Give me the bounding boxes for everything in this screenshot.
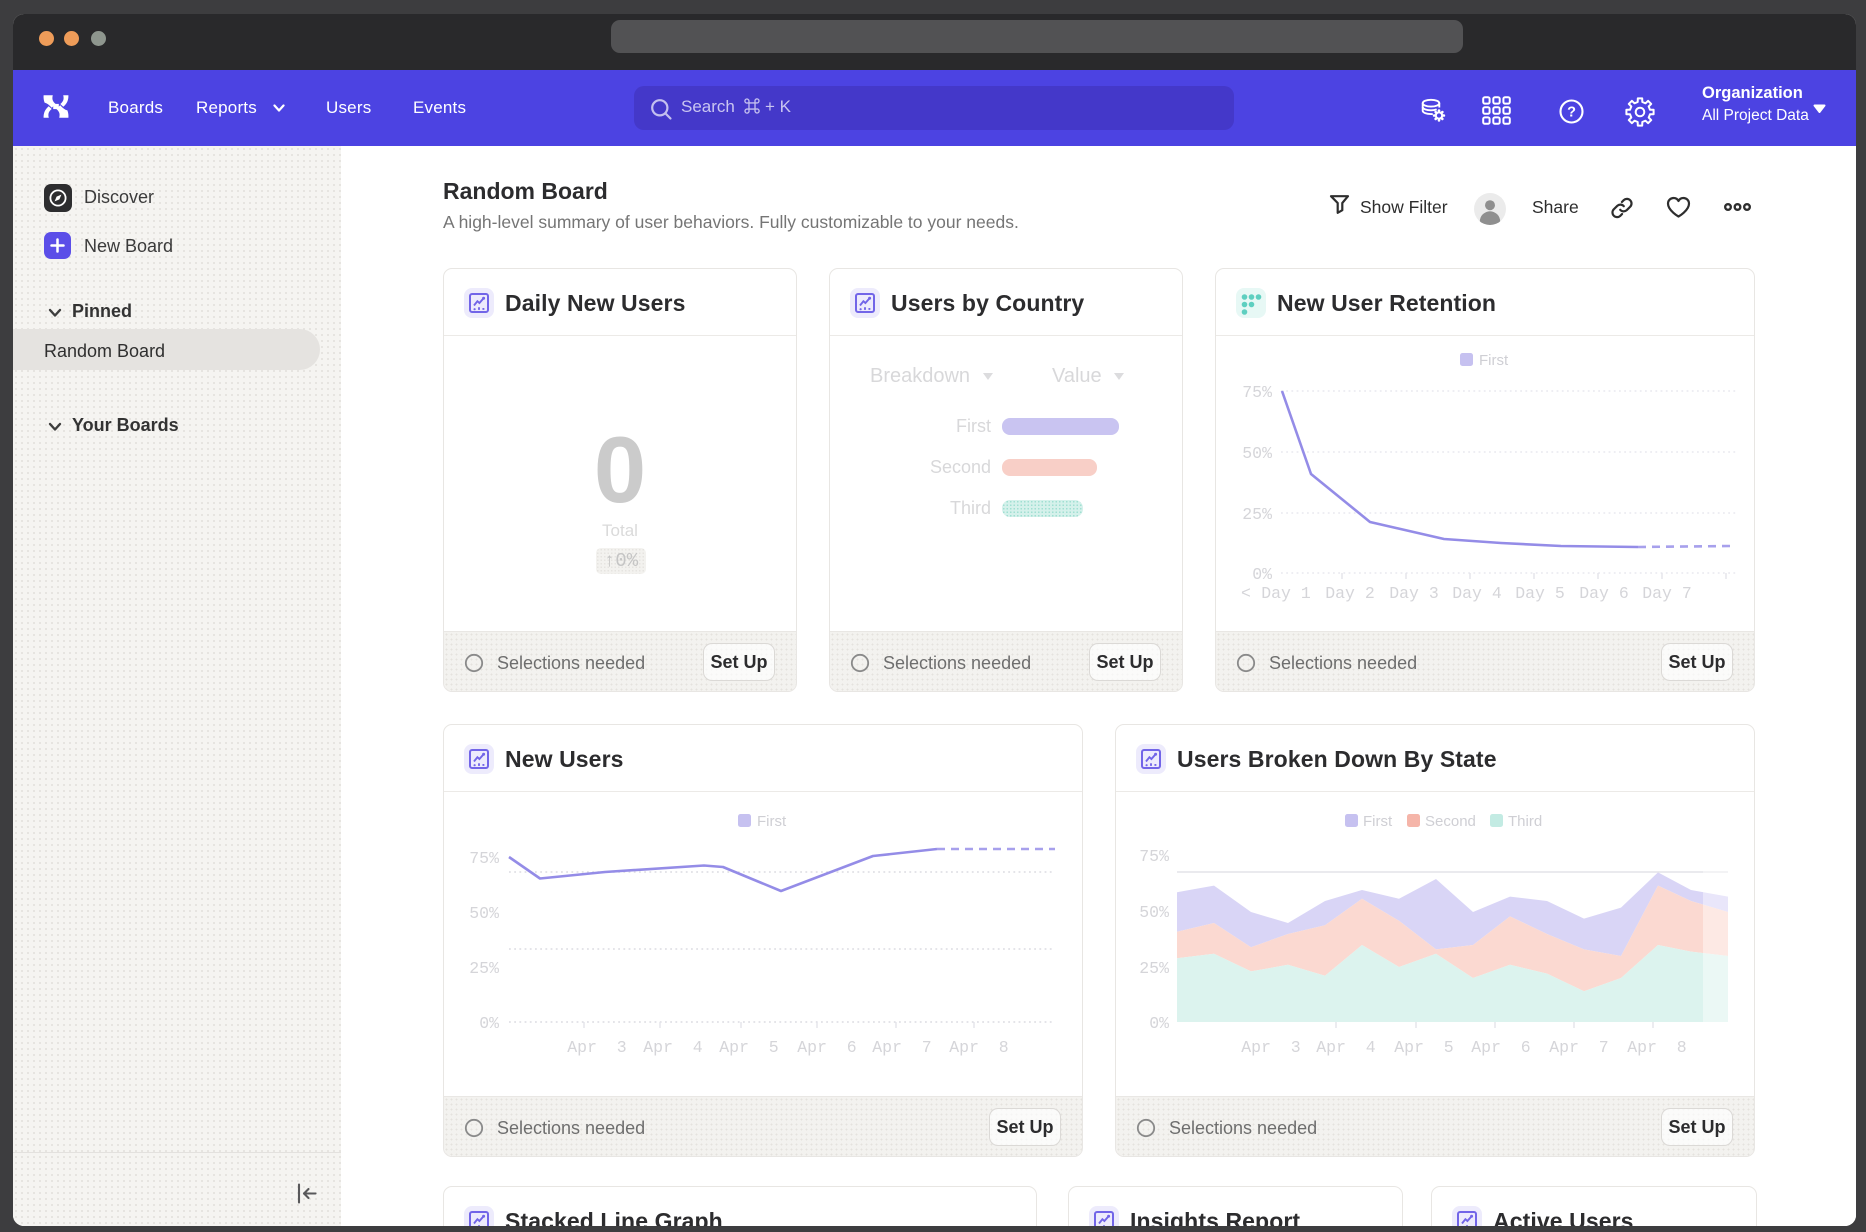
svg-text:Apr 5: Apr 5 xyxy=(1394,1038,1453,1057)
svg-text:25%: 25% xyxy=(1139,959,1169,978)
svg-text:Third: Third xyxy=(1508,813,1542,830)
svg-text:Day 6: Day 6 xyxy=(1579,584,1629,603)
svg-text:Apr 8: Apr 8 xyxy=(949,1038,1008,1057)
svg-text:Day 4: Day 4 xyxy=(1452,584,1502,603)
svg-text:Apr 7: Apr 7 xyxy=(872,1038,931,1057)
svg-text:Apr 8: Apr 8 xyxy=(1627,1038,1686,1057)
svg-text:Apr 5: Apr 5 xyxy=(719,1038,778,1057)
svg-text:0%: 0% xyxy=(1252,565,1272,584)
svg-text:Apr 6: Apr 6 xyxy=(797,1038,856,1057)
svg-text:75%: 75% xyxy=(1242,383,1272,402)
svg-text:75%: 75% xyxy=(469,849,499,868)
svg-text:75%: 75% xyxy=(1139,847,1169,866)
svg-text:Day 2: Day 2 xyxy=(1325,584,1375,603)
svg-text:First: First xyxy=(1363,813,1393,830)
svg-text:50%: 50% xyxy=(1139,903,1169,922)
svg-text:25%: 25% xyxy=(1242,505,1272,524)
svg-text:50%: 50% xyxy=(469,904,499,923)
svg-text:Day 1: Day 1 xyxy=(1261,584,1311,603)
svg-text:Apr 4: Apr 4 xyxy=(1316,1038,1376,1057)
svg-text:Apr 7: Apr 7 xyxy=(1549,1038,1608,1057)
svg-text:Day 5: Day 5 xyxy=(1515,584,1565,603)
svg-text:Apr 3: Apr 3 xyxy=(567,1038,626,1057)
svg-text:50%: 50% xyxy=(1242,444,1272,463)
svg-text:First: First xyxy=(757,813,787,830)
svg-text:Day 3: Day 3 xyxy=(1389,584,1439,603)
svg-text:25%: 25% xyxy=(469,959,499,978)
svg-text:Apr 3: Apr 3 xyxy=(1241,1038,1300,1057)
svg-text:Apr 4: Apr 4 xyxy=(643,1038,703,1057)
svg-text:0%: 0% xyxy=(1149,1014,1169,1033)
svg-text:First: First xyxy=(1479,352,1509,369)
svg-text:<: < xyxy=(1241,584,1251,603)
svg-text:Second: Second xyxy=(1425,813,1476,830)
svg-text:0%: 0% xyxy=(479,1014,499,1033)
svg-text:?: ? xyxy=(1567,105,1576,121)
svg-text:Day 7: Day 7 xyxy=(1642,584,1692,603)
svg-text:Apr 6: Apr 6 xyxy=(1471,1038,1530,1057)
